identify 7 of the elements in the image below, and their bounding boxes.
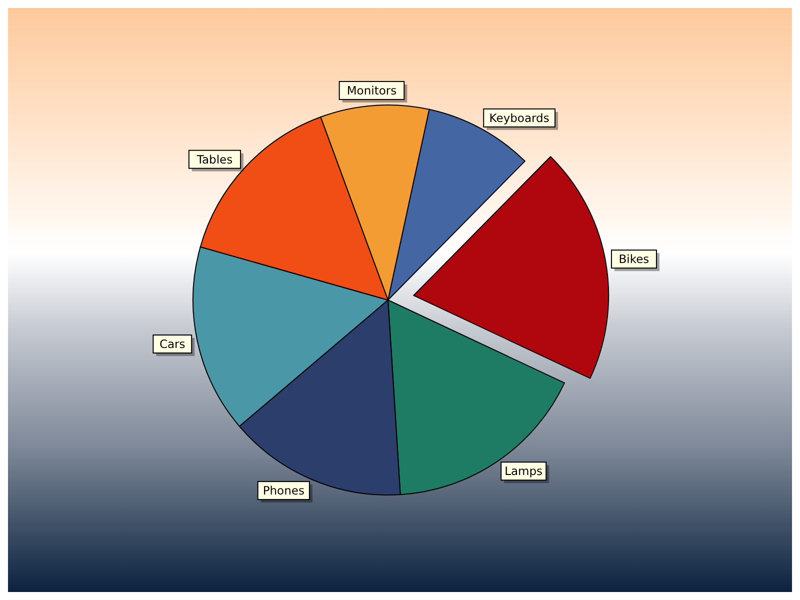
slice-label: Tables [196, 152, 233, 166]
slice-label: Cars [159, 337, 186, 352]
slice-label: Lamps [504, 464, 543, 478]
slice-label: Monitors [346, 83, 397, 98]
slice-label: Bikes [618, 252, 650, 266]
slice-label: Phones [262, 484, 304, 498]
slice-label: Keyboards [489, 110, 550, 125]
